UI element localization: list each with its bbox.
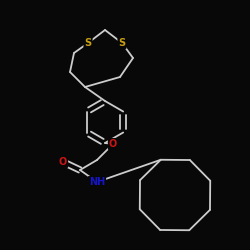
Text: O: O bbox=[59, 157, 67, 167]
Text: O: O bbox=[109, 139, 117, 149]
Text: NH: NH bbox=[89, 177, 105, 187]
Text: S: S bbox=[118, 38, 126, 48]
Text: S: S bbox=[84, 38, 91, 48]
